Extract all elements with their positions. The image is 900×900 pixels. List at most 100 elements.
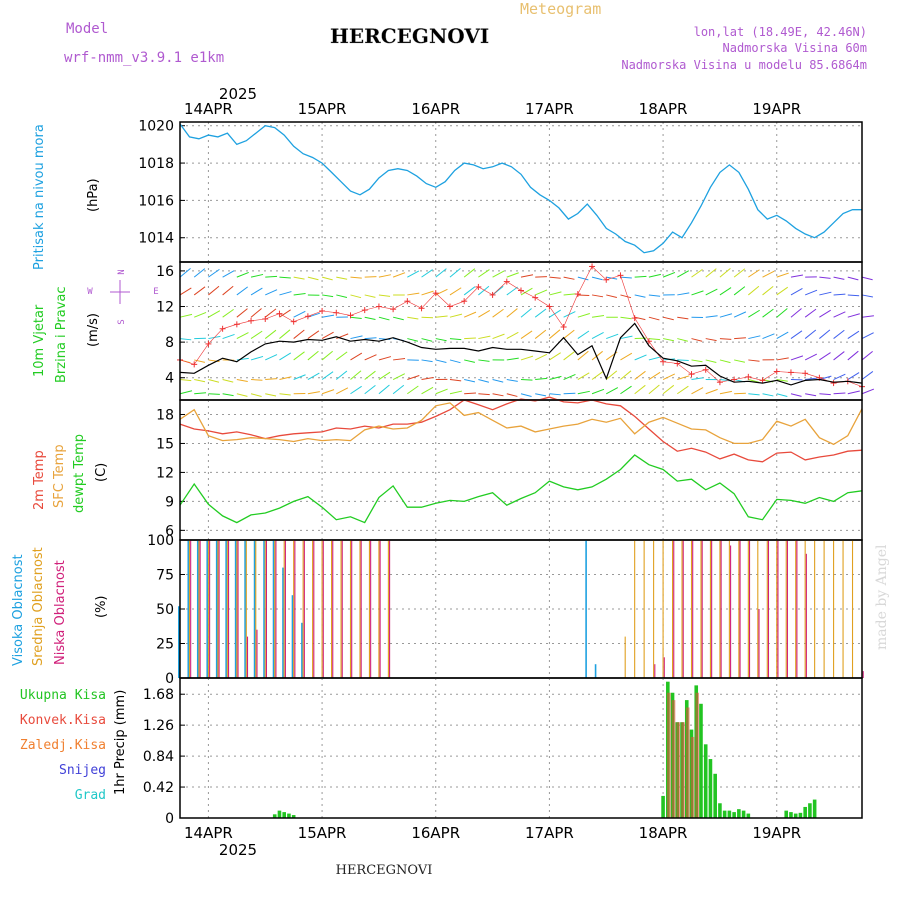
wind-barb xyxy=(662,316,674,321)
wind-barb xyxy=(620,370,632,380)
wind-barb xyxy=(748,269,760,278)
wind-barb xyxy=(506,393,518,397)
wind-barb xyxy=(335,351,348,361)
y-tick-label: 9 xyxy=(165,494,174,510)
wind-barb xyxy=(691,387,704,395)
precip-frozen-label: Zaledj.Kisa xyxy=(20,738,106,753)
total-precip-bar xyxy=(722,810,727,818)
wind-barb xyxy=(435,338,447,342)
wind-barb xyxy=(705,315,718,318)
wind-barb xyxy=(790,355,804,361)
wind-barb xyxy=(790,288,803,296)
total-precip-bar xyxy=(708,759,713,818)
wind-barb xyxy=(222,270,235,278)
wind-barb xyxy=(449,287,462,296)
wind-barb xyxy=(464,359,475,363)
sfc-temp-line xyxy=(179,402,863,446)
wind-barb xyxy=(776,308,788,318)
total-precip-bar xyxy=(784,810,789,818)
wind-barb xyxy=(748,359,760,362)
wind-barb xyxy=(194,379,206,383)
wind-barb xyxy=(179,313,193,318)
wind-barb xyxy=(577,294,590,297)
wind-barb xyxy=(520,308,532,318)
wind-barb xyxy=(364,354,377,361)
wind-label-1: 10m Vjetar xyxy=(32,304,47,377)
wind-barb xyxy=(478,310,491,318)
wind-barb xyxy=(719,268,731,278)
total-precip-bar xyxy=(812,799,817,818)
wind-label-2: Brzina i Pravac xyxy=(54,286,69,383)
wind-barb xyxy=(534,308,547,318)
wind-barb xyxy=(833,351,845,361)
wind-barb xyxy=(236,357,249,361)
wind-barb xyxy=(819,375,832,381)
wind-barb xyxy=(265,289,278,296)
wind-barb xyxy=(804,289,818,296)
wind-barb xyxy=(563,329,575,339)
top-day-labels: 14APR 15APR 16APR 17APR 18APR 19APR xyxy=(184,100,801,118)
conv-precip-bar xyxy=(676,722,681,818)
wind-barb xyxy=(393,316,404,321)
wind-barb xyxy=(407,375,420,380)
wind-barb xyxy=(804,353,818,361)
wind-barb xyxy=(677,385,689,395)
wind-barb xyxy=(776,357,789,361)
wind-barb xyxy=(606,333,619,340)
wind-barb xyxy=(620,316,632,320)
wind-barb xyxy=(520,355,534,361)
wind-barb xyxy=(535,393,547,397)
wind-barb xyxy=(265,275,278,278)
wind-barb xyxy=(293,351,305,361)
cloud-high-label: Visoka Oblacnost xyxy=(11,554,26,666)
wind-barb xyxy=(719,390,732,395)
wind-barb xyxy=(549,309,561,318)
wind-barb xyxy=(279,393,291,396)
y-tick-label: 1.26 xyxy=(143,718,174,734)
conv-precip-bar xyxy=(667,692,671,818)
precip-unit: 1hr Precip (mm) xyxy=(113,690,128,795)
wind-barb xyxy=(378,274,392,278)
wind-barb xyxy=(421,269,433,278)
wind-barb xyxy=(577,312,590,318)
compass-w: W xyxy=(87,287,93,297)
year-top: 2025 xyxy=(219,85,257,103)
wind-barb xyxy=(421,338,433,342)
wind-barb xyxy=(307,372,320,380)
wind-barb xyxy=(407,292,420,296)
wind-barb xyxy=(264,308,277,318)
model-label: Model xyxy=(66,21,108,37)
wind-barb xyxy=(861,350,873,361)
wind-barb xyxy=(748,285,760,296)
wind-barb xyxy=(464,379,476,383)
wind-barb xyxy=(506,379,518,382)
wind-barb xyxy=(421,290,434,296)
wind-barb xyxy=(719,359,731,364)
total-precip-bar xyxy=(282,812,286,818)
wind-barb xyxy=(179,390,193,395)
wind-barb xyxy=(506,272,519,278)
wind-barb xyxy=(350,294,362,299)
wind-gust-markers xyxy=(177,263,865,390)
y-tick-label: 25 xyxy=(156,637,174,653)
total-precip-bar xyxy=(737,809,741,818)
wind-barb xyxy=(847,276,859,281)
wind-barb xyxy=(634,384,646,395)
wind-barb xyxy=(762,270,775,278)
precip-hail-label: Grad xyxy=(75,788,106,803)
wind-barb xyxy=(605,370,618,380)
panel-border xyxy=(179,121,863,263)
wind-barb xyxy=(790,393,802,397)
wind-barb xyxy=(563,276,575,280)
bottom-day-label: 16APR xyxy=(411,824,460,842)
wind-barb xyxy=(336,387,349,395)
wind-barb xyxy=(677,375,690,380)
wind-barb xyxy=(591,314,605,318)
wind-barb xyxy=(478,359,490,362)
wind-barb xyxy=(250,287,263,296)
wind-barb xyxy=(350,276,362,279)
pressure-side-labels: Pritisak na nivou mora (hPa) xyxy=(32,124,101,270)
wind-barb xyxy=(279,352,292,361)
wind-barb xyxy=(236,332,249,340)
wind-barb xyxy=(549,329,561,339)
